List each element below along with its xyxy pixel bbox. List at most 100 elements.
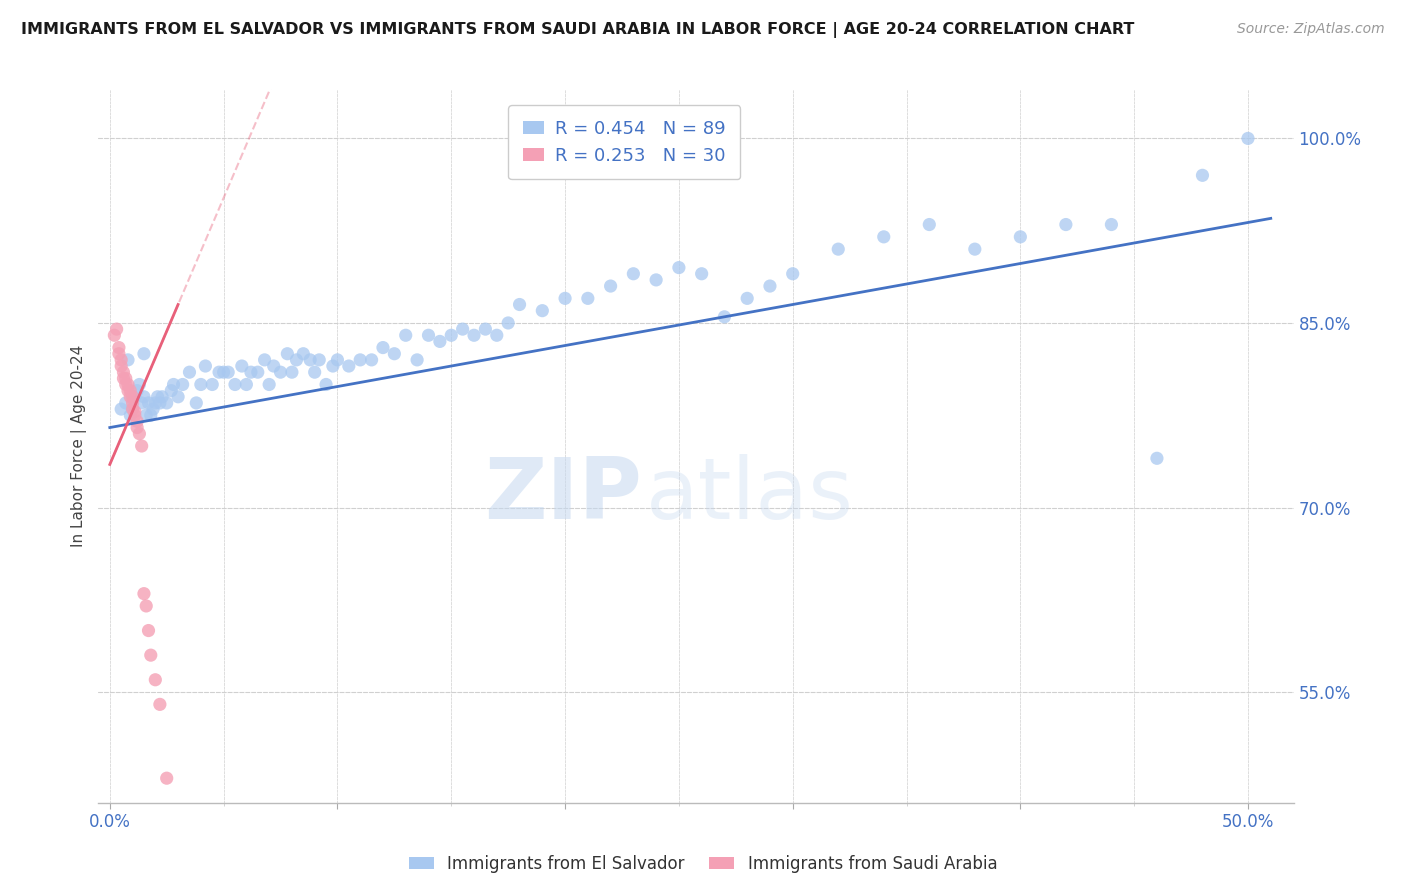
Point: [156, 396, 179, 410]
Point: [121, 390, 143, 404]
Point: [713, 310, 735, 324]
Point: [139, 648, 162, 662]
Point: [124, 409, 146, 423]
Point: [167, 390, 190, 404]
Point: [149, 698, 172, 712]
Point: [668, 260, 690, 275]
Legend: R = 0.454   N = 89, R = 0.253   N = 30: R = 0.454 N = 89, R = 0.253 N = 30: [508, 105, 741, 179]
Point: [690, 267, 713, 281]
Point: [128, 377, 150, 392]
Point: [406, 352, 429, 367]
Point: [114, 396, 136, 410]
Point: [322, 359, 344, 373]
Point: [150, 390, 173, 404]
Point: [131, 439, 153, 453]
Point: [360, 352, 382, 367]
Point: [576, 291, 599, 305]
Text: IMMIGRANTS FROM EL SALVADOR VS IMMIGRANTS FROM SAUDI ARABIA IN LABOR FORCE | AGE: IMMIGRANTS FROM EL SALVADOR VS IMMIGRANT…: [21, 22, 1135, 38]
Point: [110, 359, 132, 373]
Point: [599, 279, 621, 293]
Point: [827, 242, 849, 256]
Point: [212, 365, 235, 379]
Point: [1146, 451, 1168, 466]
Point: [131, 396, 153, 410]
Point: [531, 303, 554, 318]
Point: [120, 409, 142, 423]
Point: [474, 322, 496, 336]
Point: [132, 347, 155, 361]
Point: [143, 673, 166, 687]
Point: [108, 341, 131, 355]
Point: [114, 377, 136, 392]
Point: [190, 377, 212, 392]
Point: [1191, 169, 1213, 183]
Point: [253, 352, 276, 367]
Legend: Immigrants from El Salvador, Immigrants from Saudi Arabia: Immigrants from El Salvador, Immigrants …: [402, 848, 1004, 880]
Point: [918, 218, 941, 232]
Point: [128, 426, 150, 441]
Point: [120, 390, 142, 404]
Point: [440, 328, 463, 343]
Point: [139, 409, 162, 423]
Point: [121, 402, 143, 417]
Point: [304, 365, 326, 379]
Point: [1010, 230, 1032, 244]
Point: [117, 384, 139, 398]
Text: Source: ZipAtlas.com: Source: ZipAtlas.com: [1237, 22, 1385, 37]
Point: [162, 377, 184, 392]
Point: [142, 402, 165, 417]
Point: [124, 390, 146, 404]
Point: [135, 409, 157, 423]
Point: [246, 365, 269, 379]
Point: [138, 396, 160, 410]
Point: [108, 347, 131, 361]
Point: [121, 402, 143, 417]
Point: [186, 396, 208, 410]
Point: [127, 384, 149, 398]
Point: [782, 267, 804, 281]
Point: [110, 352, 132, 367]
Point: [146, 390, 169, 404]
Point: [349, 352, 371, 367]
Point: [231, 359, 253, 373]
Point: [395, 328, 418, 343]
Point: [160, 384, 183, 398]
Point: [127, 420, 149, 434]
Point: [463, 328, 485, 343]
Point: [224, 377, 246, 392]
Point: [759, 279, 782, 293]
Point: [735, 291, 758, 305]
Point: [132, 587, 155, 601]
Point: [276, 347, 298, 361]
Point: [621, 267, 644, 281]
Point: [270, 365, 292, 379]
Point: [418, 328, 440, 343]
Point: [451, 322, 474, 336]
Point: [1237, 131, 1260, 145]
Point: [156, 771, 179, 785]
Point: [194, 359, 217, 373]
Point: [112, 365, 135, 379]
Point: [110, 402, 132, 417]
Y-axis label: In Labor Force | Age 20-24: In Labor Force | Age 20-24: [72, 345, 87, 547]
Point: [117, 377, 139, 392]
Point: [963, 242, 986, 256]
Point: [149, 396, 172, 410]
Point: [117, 352, 139, 367]
Point: [371, 341, 394, 355]
Point: [103, 328, 125, 343]
Point: [645, 273, 668, 287]
Point: [292, 347, 315, 361]
Point: [257, 377, 280, 392]
Point: [132, 390, 155, 404]
Text: ZIP: ZIP: [485, 454, 643, 538]
Point: [326, 352, 349, 367]
Point: [299, 352, 322, 367]
Point: [1099, 218, 1122, 232]
Point: [509, 297, 531, 311]
Point: [337, 359, 360, 373]
Point: [429, 334, 451, 349]
Point: [281, 365, 304, 379]
Point: [124, 404, 146, 418]
Point: [208, 365, 231, 379]
